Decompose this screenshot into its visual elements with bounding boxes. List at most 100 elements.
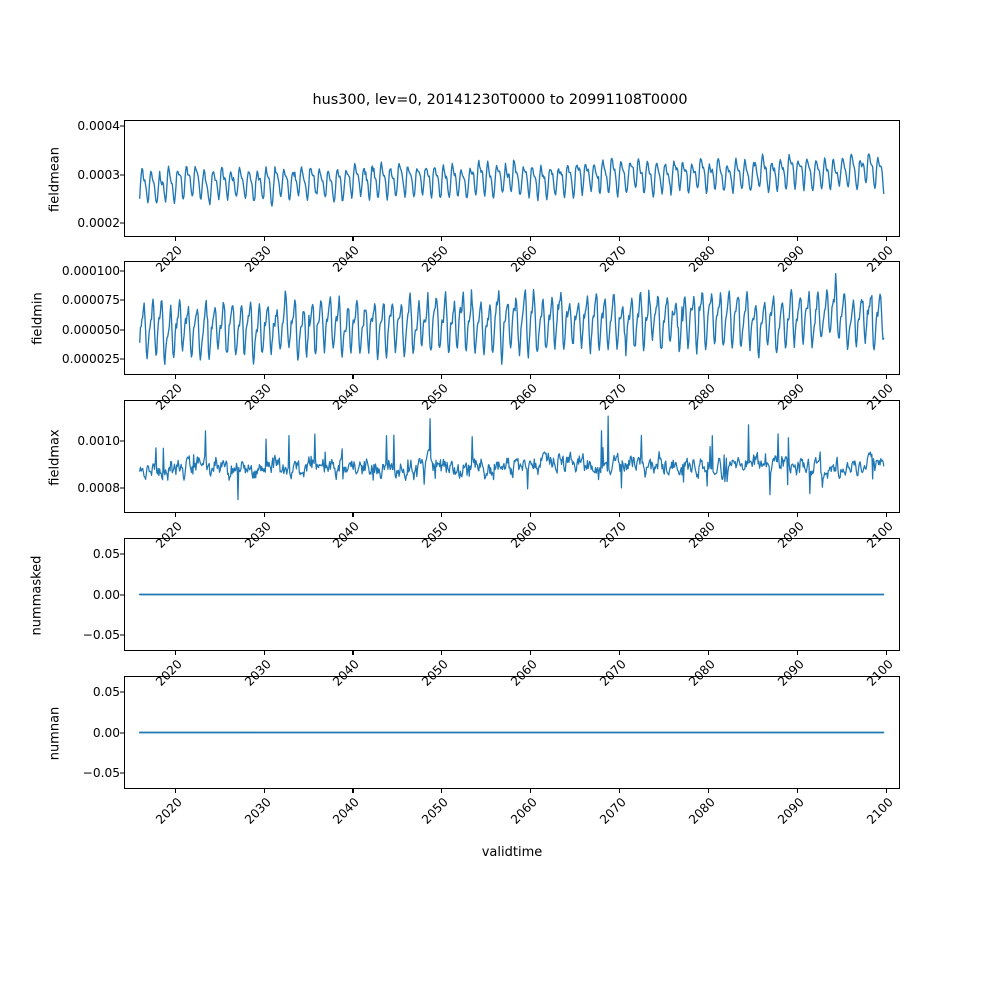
ytick-mark xyxy=(120,358,124,360)
ytick-mark xyxy=(120,222,124,224)
nummasked-axis-label: nummasked xyxy=(29,555,45,636)
fieldmean-yticks: 0.0004 0.0003 0.0002 xyxy=(0,118,120,237)
xtick-mark xyxy=(619,789,621,793)
numnan-yticks: 0.05 0.00 −0.05 xyxy=(0,676,120,789)
fieldmin-line-plot xyxy=(125,262,899,374)
nummasked-line-plot xyxy=(125,539,899,650)
ytick-mark xyxy=(120,772,124,774)
ytick-label: 0.00 xyxy=(92,587,120,602)
ytick-label: 0.000050 xyxy=(61,322,120,337)
ytick-mark xyxy=(120,691,124,693)
xtick-label: 2070 xyxy=(597,795,630,827)
ytick-mark xyxy=(120,125,124,127)
subplot-fieldmax xyxy=(124,400,900,513)
ytick-label: 0.0003 xyxy=(77,167,120,182)
xtick-mark xyxy=(530,375,532,379)
fieldmin-yticks: 0.000100 0.000075 0.000050 0.000025 xyxy=(0,261,120,375)
ytick-label: 0.05 xyxy=(92,547,120,562)
xtick-label: 2020 xyxy=(152,795,185,827)
xtick-mark xyxy=(708,789,710,793)
xtick-mark xyxy=(263,513,265,517)
xtick-mark xyxy=(352,237,354,241)
xtick-mark xyxy=(352,513,354,517)
subplot-numnan xyxy=(124,676,900,789)
subplot-nummasked xyxy=(124,538,900,651)
ytick-mark xyxy=(120,553,124,555)
fieldmax-yticks: 0.0010 0.0008 xyxy=(0,400,120,513)
ytick-label: −0.05 xyxy=(82,765,120,780)
xtick-mark xyxy=(619,651,621,655)
xtick-mark xyxy=(441,513,443,517)
fieldmax-line-plot xyxy=(125,401,899,512)
xtick-mark xyxy=(174,375,176,379)
subplot-fieldmean xyxy=(124,120,900,237)
xtick-mark xyxy=(796,237,798,241)
xtick-mark xyxy=(885,375,887,379)
xtick-mark xyxy=(352,651,354,655)
xtick-mark xyxy=(174,237,176,241)
xtick-mark xyxy=(530,651,532,655)
xtick-mark xyxy=(263,375,265,379)
ytick-mark xyxy=(120,299,124,301)
data-line xyxy=(140,416,884,500)
ytick-mark xyxy=(120,329,124,331)
numnan-axis-label: numnan xyxy=(47,706,63,761)
xtick-mark xyxy=(708,237,710,241)
xtick-mark xyxy=(263,237,265,241)
xtick-mark xyxy=(174,789,176,793)
xtick-label: 2080 xyxy=(686,795,718,827)
xtick-mark xyxy=(441,237,443,241)
xtick-mark xyxy=(530,789,532,793)
data-line xyxy=(140,154,884,206)
xtick-mark xyxy=(441,375,443,379)
xtick-mark xyxy=(619,513,621,517)
fieldmax-axis-label: fieldmax xyxy=(47,429,63,486)
fieldmean-line-plot xyxy=(125,121,899,236)
ytick-mark xyxy=(120,732,124,734)
xtick-mark xyxy=(263,789,265,793)
xtick-mark xyxy=(796,789,798,793)
subplot-fieldmin xyxy=(124,261,900,375)
figure-title: hus300, lev=0, 20141230T0000 to 20991108… xyxy=(312,92,688,108)
ytick-label: 0.0002 xyxy=(77,216,120,231)
data-line xyxy=(140,274,884,365)
ytick-label: −0.05 xyxy=(82,627,120,642)
xtick-mark xyxy=(708,651,710,655)
ytick-label: 0.0008 xyxy=(77,481,120,496)
xtick-label: 2090 xyxy=(774,795,807,827)
fieldmean-axis-label: fieldmean xyxy=(47,147,63,212)
xtick-mark xyxy=(530,237,532,241)
xtick-mark xyxy=(174,651,176,655)
ytick-label: 0.000100 xyxy=(61,263,120,278)
xtick-mark xyxy=(619,375,621,379)
xtick-mark xyxy=(796,513,798,517)
ytick-label: 0.0004 xyxy=(77,118,120,133)
ytick-label: 0.0010 xyxy=(77,434,120,449)
xtick-label: 2040 xyxy=(330,795,363,827)
nummasked-yticks: 0.05 0.00 −0.05 xyxy=(0,538,120,651)
ytick-mark xyxy=(120,594,124,596)
ytick-mark xyxy=(120,174,124,176)
xtick-mark xyxy=(885,237,887,241)
xtick-mark xyxy=(885,513,887,517)
ytick-mark xyxy=(120,487,124,489)
xtick-label: 2060 xyxy=(508,795,541,827)
fieldmin-axis-label: fieldmin xyxy=(30,292,46,345)
ytick-label: 0.000025 xyxy=(61,352,120,367)
ytick-mark xyxy=(120,634,124,636)
xtick-mark xyxy=(796,651,798,655)
ytick-label: 0.000075 xyxy=(61,293,120,308)
xtick-label: 2100 xyxy=(863,795,896,827)
xtick-label: 2050 xyxy=(419,795,452,827)
xtick-mark xyxy=(352,375,354,379)
xtick-mark xyxy=(174,513,176,517)
ytick-label: 0.05 xyxy=(92,685,120,700)
xtick-mark xyxy=(530,513,532,517)
xtick-mark xyxy=(352,789,354,793)
xtick-mark xyxy=(263,651,265,655)
numnan-line-plot xyxy=(125,677,899,788)
xtick-label: 2030 xyxy=(241,795,274,827)
ytick-mark xyxy=(120,270,124,272)
ytick-label: 0.00 xyxy=(92,725,120,740)
